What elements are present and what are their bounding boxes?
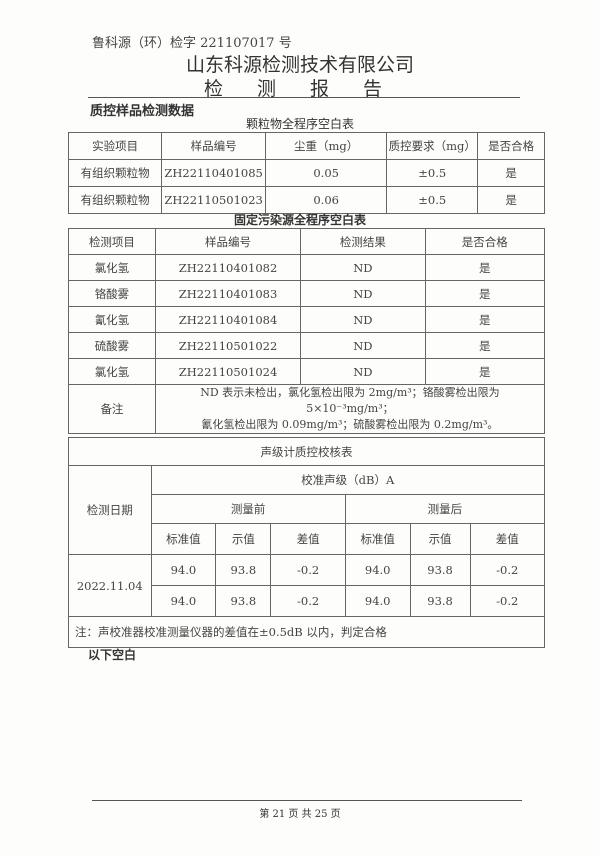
table-cell: 93.8: [215, 554, 272, 586]
column-header: 样品编号: [161, 132, 267, 160]
table-cell: ND: [300, 358, 426, 385]
column-header: 标准值: [344, 523, 411, 555]
table-cell: ND: [300, 280, 426, 307]
table-cell: ZH22110401083: [154, 280, 302, 307]
column-header: 样品编号: [154, 228, 302, 255]
page-number: 第 21 页 共 25 页: [259, 809, 341, 820]
column-header: 示值: [409, 523, 471, 555]
header-divider: [88, 97, 520, 98]
table-cell: 是: [424, 332, 546, 359]
table-cell: ZH22110401084: [154, 306, 302, 333]
table-cell: ±0.5: [386, 159, 479, 187]
footer-divider: [92, 800, 522, 801]
table-cell: ZH22110401082: [154, 254, 302, 281]
table-cell: 硫酸雾: [68, 332, 156, 359]
column-header: 是否合格: [424, 228, 546, 255]
column-header: 实验项目: [67, 132, 163, 160]
table-cell: 94.0: [344, 585, 411, 617]
table-cell: 是: [424, 254, 546, 281]
calibration-header: 校准声级（dB）A: [150, 465, 545, 495]
table-row: 2022.11.04 94.0 93.8 -0.2 94.0 93.8 -0.2: [68, 554, 546, 617]
header-row: 检测项目 样品编号 检测结果 是否合格: [68, 228, 546, 255]
table3-caption: 声级计质控校核表: [68, 437, 545, 466]
header-row: 实验项目 样品编号 尘重（mg） 质控要求（mg） 是否合格: [67, 132, 545, 160]
column-header: 标准值: [150, 523, 217, 555]
table-cell: ND: [300, 254, 426, 281]
table-cell: 是: [424, 280, 546, 307]
table-cell: 铬酸雾: [68, 280, 156, 307]
date-cell: 2022.11.04: [68, 554, 152, 617]
table-cell: 有组织颗粒物: [67, 186, 163, 214]
table-cell: 0.05: [265, 159, 388, 187]
table-cell: 94.0: [150, 554, 217, 586]
remark-text: ND 表示未检出，氯化氢检出限为 2mg/m³；铬酸雾检出限为 5×10⁻³mg…: [154, 384, 546, 434]
date-header: 检测日期: [68, 465, 152, 555]
table-cell: 93.8: [409, 554, 471, 586]
table-row: 氰化氢 ZH22110401084 ND 是: [68, 306, 546, 333]
blank-below-note: 以下空白: [88, 648, 137, 662]
table-cell: 氰化氢: [68, 306, 156, 333]
table-cell: ZH22110501024: [154, 358, 302, 385]
table1-caption: 颗粒物全程序空白表: [245, 117, 354, 131]
column-header: 检测项目: [68, 228, 156, 255]
report-title: 检 测 报 告: [203, 78, 397, 100]
table-cell: ZH22110401085: [161, 159, 267, 187]
table-cell: -0.2: [270, 554, 346, 586]
table-row: 硫酸雾 ZH22110501022 ND 是: [68, 332, 546, 359]
column-header: 是否合格: [477, 132, 545, 160]
table-cell: -0.2: [469, 585, 546, 617]
table-cell: ±0.5: [386, 186, 479, 214]
table-cell: 有组织颗粒物: [67, 159, 163, 187]
after-header: 测量后: [344, 494, 546, 524]
before-header: 测量前: [150, 494, 346, 524]
table-row: 氯化氢 ZH22110401082 ND 是: [68, 254, 546, 281]
document-number: 鲁科源（环）检字 221107017 号: [92, 36, 292, 51]
particulate-blank-table: 实验项目 样品编号 尘重（mg） 质控要求（mg） 是否合格 有组织颗粒物 ZH221104…: [67, 132, 545, 214]
remark-label: 备注: [68, 384, 156, 434]
table-cell: ND: [300, 332, 426, 359]
table-cell: 是: [477, 159, 545, 187]
table3-note: 注：声校准器校准测量仪器的差值在±0.5dB 以内，判定合格: [68, 616, 545, 648]
table-row: 有组织颗粒物 ZH22110401085 0.05 ±0.5 是: [67, 159, 545, 187]
table-cell: -0.2: [270, 585, 346, 617]
column-header: 尘重（mg）: [265, 132, 388, 160]
table-cell: 0.06: [265, 186, 388, 214]
table2-caption: 固定污染源全程序空白表: [233, 213, 366, 227]
table-cell: 是: [424, 358, 546, 385]
table-cell: 93.8: [215, 585, 272, 617]
sound-level-qc-table: 声级计质控校核表 检测日期 校准声级（dB）A 测量前 测量后 标准值 示值 差值 标准值 示值差…: [68, 437, 546, 648]
pollution-source-blank-table: 检测项目 样品编号 检测结果 是否合格 氯化氢 ZH22110401082 ND 是铬酸雾 ZH…: [68, 228, 546, 434]
remark-line: ND 表示未检出，氯化氢检出限为 2mg/m³；铬酸雾检出限为 5×10⁻³mg…: [200, 386, 500, 415]
column-header: 质控要求（mg）: [386, 132, 479, 160]
column-header: 差值: [270, 523, 346, 555]
column-header: 差值: [469, 523, 546, 555]
table-cell: 是: [424, 306, 546, 333]
header-row: 标准值 示值 差值 标准值 示值 差值: [69, 523, 546, 555]
table-cell: 94.0: [344, 554, 411, 586]
table-cell: 氯化氢: [68, 358, 156, 385]
company-name: 山东科源检测技术有限公司: [185, 54, 414, 76]
table-cell: 氯化氢: [68, 254, 156, 281]
table-row: 铬酸雾 ZH22110401083 ND 是: [68, 280, 546, 307]
table-cell: 93.8: [409, 585, 471, 617]
table-cell: 是: [477, 186, 545, 214]
caption-row: 声级计质控校核表: [68, 437, 545, 466]
table-cell: ND: [300, 306, 426, 333]
remark-row: 备注 ND 表示未检出，氯化氢检出限为 2mg/m³；铬酸雾检出限为 5×10⁻³…: [68, 384, 546, 434]
note-row: 注：声校准器校准测量仪器的差值在±0.5dB 以内，判定合格: [68, 616, 545, 648]
table-row: 有组织颗粒物 ZH22110501023 0.06 ±0.5 是: [67, 186, 545, 214]
remark-line: 氰化氢检出限为 0.09mg/m³；硫酸雾检出限为 0.2mg/m³。: [201, 418, 499, 431]
table-row: 氯化氢 ZH22110501024 ND 是: [68, 358, 546, 385]
section-title: 质控样品检测数据: [90, 104, 195, 119]
column-header: 示值: [215, 523, 272, 555]
header-row: 检测日期 校准声级（dB）A: [68, 465, 545, 555]
table-cell: 94.0: [150, 585, 217, 617]
column-header: 检测结果: [300, 228, 426, 255]
table-cell: ZH22110501023: [161, 186, 267, 214]
table-cell: ZH22110501022: [154, 332, 302, 359]
table-cell: -0.2: [469, 554, 546, 586]
